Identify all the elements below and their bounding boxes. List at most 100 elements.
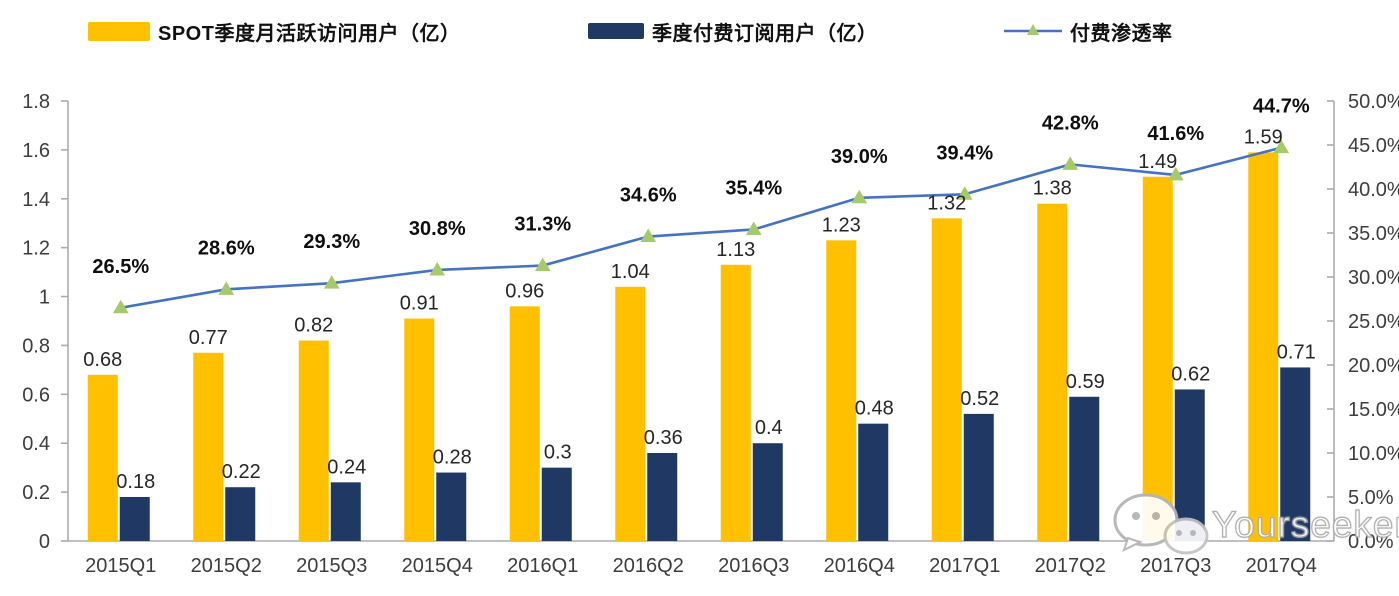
- penetration-legend-label: 付费渗透率: [1070, 22, 1173, 45]
- x-axis-category-label: 2017Q2: [1035, 555, 1106, 577]
- right-axis-tick-label: 5.0%: [1348, 487, 1394, 509]
- x-axis-category-label: 2016Q3: [718, 555, 789, 577]
- penetration-value-label: 41.6%: [1147, 123, 1204, 145]
- x-axis-category-label: 2017Q1: [929, 555, 1000, 577]
- subscribers-value-label: 0.48: [855, 398, 894, 420]
- subscribers-value-label: 0.62: [1171, 363, 1210, 385]
- bar-subscribers: [647, 453, 678, 541]
- right-axis-tick-label: 40.0%: [1348, 179, 1399, 201]
- right-axis-tick-label: 10.0%: [1348, 443, 1399, 465]
- penetration-value-label: 39.0%: [831, 146, 888, 168]
- subscribers-value-label: 0.59: [1066, 371, 1105, 393]
- x-axis-category-label: 2015Q4: [402, 555, 473, 577]
- mau-value-label: 1.32: [927, 192, 966, 214]
- subscribers-value-label: 0.22: [222, 461, 261, 483]
- bar-mau: [720, 264, 751, 541]
- subscribers-value-label: 0.71: [1277, 341, 1316, 363]
- subscribers-value-label: 0.18: [116, 471, 155, 493]
- x-axis-category-label: 2016Q4: [824, 555, 895, 577]
- x-axis-category-label: 2017Q4: [1246, 555, 1317, 577]
- mau-value-label: 1.13: [716, 239, 755, 261]
- right-axis-tick-label: 45.0%: [1348, 135, 1399, 157]
- left-axis-tick-label: 1.4: [22, 189, 50, 211]
- x-axis-category-label: 2015Q3: [296, 555, 367, 577]
- penetration-marker: [1167, 166, 1184, 181]
- bar-subscribers: [963, 413, 994, 541]
- bar-subscribers: [1069, 396, 1100, 541]
- mau-value-label: 1.49: [1138, 151, 1177, 173]
- penetration-value-label: 39.4%: [936, 142, 993, 164]
- left-axis-tick-label: 0.6: [22, 384, 50, 406]
- subscribers-value-label: 0.52: [960, 388, 999, 410]
- penetration-value-label: 35.4%: [725, 177, 782, 199]
- penetration-line: [120, 146, 1282, 310]
- mau-legend-label: SPOT季度月活跃访问用户（亿）: [158, 22, 461, 45]
- bar-mau: [298, 340, 329, 541]
- left-axis-tick-label: 0.4: [22, 433, 50, 455]
- penetration-marker: [640, 228, 657, 243]
- x-axis-category-label: 2016Q2: [613, 555, 684, 577]
- bar-subscribers: [541, 467, 572, 541]
- penetration-marker: [956, 186, 973, 200]
- x-axis-category-label: 2015Q1: [85, 555, 156, 577]
- bar-subscribers: [752, 443, 783, 541]
- penetration-value-label: 31.3%: [514, 214, 571, 236]
- penetration-marker: [429, 261, 446, 276]
- left-axis-tick-label: 0.8: [22, 335, 50, 357]
- bar-mau: [87, 374, 118, 541]
- bar-subscribers: [119, 497, 150, 541]
- legend-item-mau: SPOT季度月活跃访问用户（亿）: [88, 16, 460, 46]
- penetration-value-label: 28.6%: [198, 237, 255, 259]
- bar-mau: [509, 306, 540, 541]
- bar-subscribers: [225, 487, 256, 541]
- left-axis-tick-label: 0.2: [22, 482, 50, 504]
- line-marker-legend-swatch: [1004, 24, 1062, 35]
- subscribers-value-label: 0.36: [644, 427, 683, 449]
- subscribers-value-label: 0.4: [755, 417, 783, 439]
- mau-legend-swatch: [88, 21, 150, 41]
- penetration-marker: [851, 189, 868, 204]
- left-axis-tick-label: 1.2: [22, 238, 50, 260]
- penetration-value-label: 29.3%: [303, 231, 360, 253]
- left-axis-tick-label: 1: [39, 287, 50, 309]
- right-axis-tick-label: 50.0%: [1348, 91, 1399, 113]
- mau-value-label: 1.59: [1244, 126, 1283, 148]
- penetration-marker: [745, 221, 762, 235]
- bar-subscribers: [330, 482, 361, 541]
- mau-value-label: 1.04: [611, 261, 650, 283]
- right-axis-tick-label: 30.0%: [1348, 267, 1399, 289]
- right-axis-tick-label: 25.0%: [1348, 311, 1399, 333]
- mau-value-label: 1.38: [1033, 178, 1072, 200]
- penetration-value-label: 44.7%: [1253, 96, 1310, 118]
- x-axis-category-label: 2017Q3: [1140, 555, 1211, 577]
- left-axis-tick-label: 1.8: [22, 91, 50, 113]
- bar-mau: [1037, 203, 1068, 541]
- bar-mau: [826, 240, 857, 542]
- bar-subscribers: [1174, 389, 1205, 541]
- penetration-marker: [1273, 139, 1290, 154]
- mau-value-label: 0.68: [83, 349, 122, 371]
- right-axis-tick-label: 0.0%: [1348, 531, 1394, 553]
- penetration-marker: [1062, 156, 1079, 170]
- penetration-marker: [112, 299, 129, 314]
- bar-subscribers: [858, 423, 889, 541]
- bar-mau: [615, 286, 646, 541]
- penetration-value-label: 42.8%: [1042, 112, 1099, 134]
- mau-value-label: 1.23: [822, 214, 861, 236]
- mau-value-label: 0.91: [400, 293, 439, 315]
- bar-mau: [193, 352, 224, 541]
- left-axis-tick-label: 0: [39, 531, 50, 553]
- legend-item-subscribers: 季度付费订阅用户（亿）: [588, 16, 878, 46]
- bar-mau: [931, 218, 962, 542]
- right-axis-tick-label: 35.0%: [1348, 223, 1399, 245]
- right-axis-tick-label: 20.0%: [1348, 355, 1399, 377]
- subscribers-value-label: 0.24: [327, 456, 366, 478]
- bar-subscribers: [1280, 367, 1311, 541]
- bar-mau: [1142, 176, 1173, 541]
- bar-mau: [1248, 152, 1279, 542]
- mau-value-label: 0.96: [505, 280, 544, 302]
- penetration-marker: [218, 281, 235, 295]
- penetration-value-label: 26.5%: [92, 256, 149, 278]
- right-axis-tick-label: 15.0%: [1348, 399, 1399, 421]
